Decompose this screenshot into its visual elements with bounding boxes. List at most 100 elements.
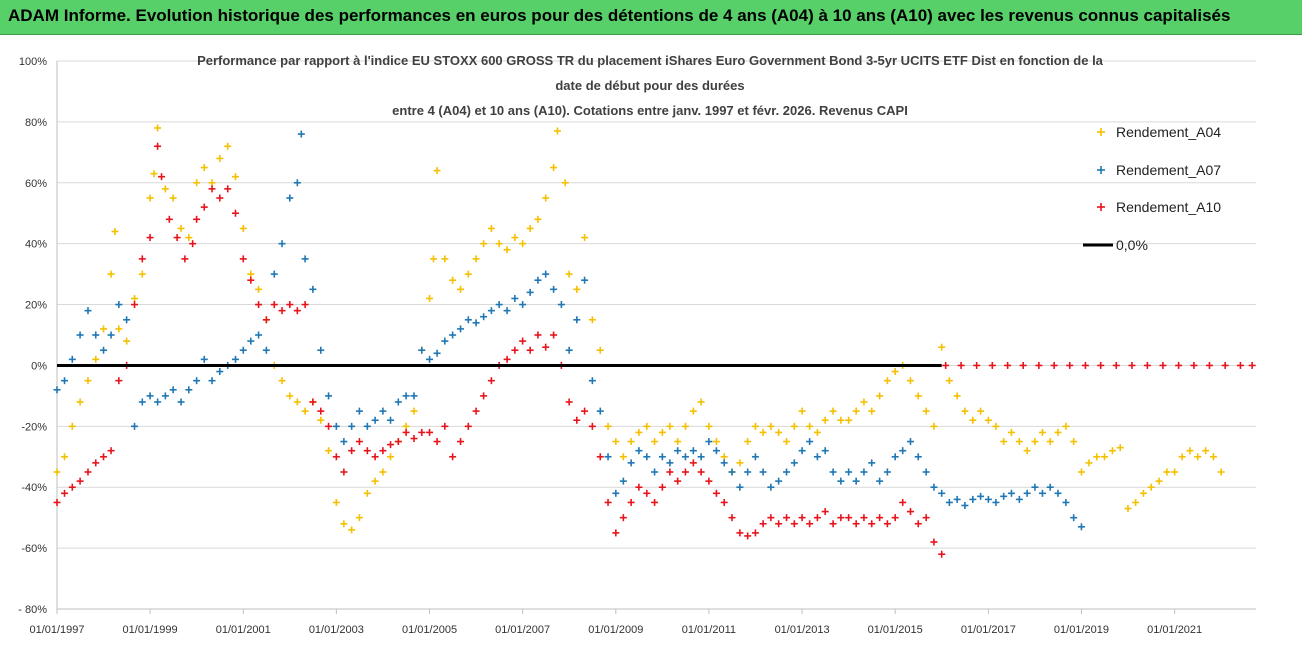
data-point	[1097, 361, 1105, 369]
data-point	[138, 270, 146, 278]
data-point	[988, 361, 996, 369]
data-point	[487, 224, 495, 232]
data-point	[922, 514, 930, 522]
legend: Rendement_A04 Rendement_A07 Rendement_A10 0…	[1083, 124, 1221, 253]
data-point	[480, 313, 488, 321]
data-point	[845, 468, 853, 476]
data-point	[278, 377, 286, 385]
data-point	[759, 520, 767, 528]
data-point	[588, 377, 596, 385]
x-tick-label: 01/01/2011	[682, 624, 736, 636]
y-tick-label: 100%	[19, 56, 47, 68]
data-point	[480, 240, 488, 248]
data-point	[317, 416, 325, 424]
data-point	[953, 495, 961, 503]
data-point	[123, 337, 131, 345]
data-point	[301, 407, 309, 415]
data-point	[643, 422, 651, 430]
data-point	[371, 477, 379, 485]
y-tick-label: 60%	[25, 178, 47, 190]
data-point	[185, 234, 193, 242]
data-marks	[53, 124, 1256, 558]
data-point	[945, 377, 953, 385]
x-tick-label: 01/01/2003	[309, 624, 364, 636]
data-point	[534, 331, 542, 339]
data-point	[1050, 361, 1058, 369]
data-point	[293, 307, 301, 315]
data-point	[340, 468, 348, 476]
data-point	[418, 346, 426, 354]
data-point	[845, 416, 853, 424]
data-point	[550, 164, 558, 172]
data-point	[922, 407, 930, 415]
data-point	[744, 532, 752, 540]
data-point	[712, 438, 720, 446]
data-point	[681, 468, 689, 476]
y-tick-label: 0%	[31, 360, 47, 372]
data-point	[262, 346, 270, 354]
data-point	[161, 392, 169, 400]
data-point	[977, 407, 985, 415]
data-point	[674, 438, 682, 446]
data-point	[410, 435, 418, 443]
data-point	[643, 489, 651, 497]
data-point	[410, 392, 418, 400]
data-point	[992, 498, 1000, 506]
data-point	[224, 185, 232, 193]
data-point	[712, 489, 720, 497]
legend-swatch	[1097, 128, 1105, 136]
data-point	[1159, 361, 1167, 369]
data-point	[1248, 361, 1256, 369]
data-point	[1023, 447, 1031, 455]
data-point	[387, 416, 395, 424]
data-point	[899, 498, 907, 506]
data-point	[472, 407, 480, 415]
data-point	[286, 194, 294, 202]
data-point	[154, 398, 162, 406]
data-point	[829, 407, 837, 415]
data-point	[200, 203, 208, 211]
chart-title-line: entre 4 (A04) et 10 ans (A10). Cotations…	[392, 103, 908, 118]
data-point	[666, 468, 674, 476]
data-point	[783, 514, 791, 522]
data-point	[689, 447, 697, 455]
data-point	[829, 520, 837, 528]
data-point	[604, 453, 612, 461]
data-point	[744, 468, 752, 476]
data-point	[68, 483, 76, 491]
data-point	[973, 361, 981, 369]
data-point	[394, 398, 402, 406]
data-point	[464, 316, 472, 324]
data-point	[231, 173, 239, 181]
data-point	[1019, 361, 1027, 369]
data-point	[891, 453, 899, 461]
data-point	[876, 477, 884, 485]
data-point	[938, 489, 946, 497]
data-point	[441, 337, 449, 345]
data-point	[674, 447, 682, 455]
data-point	[1035, 361, 1043, 369]
data-point	[565, 346, 573, 354]
legend-label: Rendement_A07	[1116, 162, 1221, 178]
data-point	[433, 167, 441, 175]
data-point	[111, 227, 119, 235]
data-point	[542, 270, 550, 278]
data-point	[255, 301, 263, 309]
data-point	[193, 377, 201, 385]
data-point	[239, 255, 247, 263]
data-point	[720, 498, 728, 506]
data-point	[860, 398, 868, 406]
data-point	[736, 483, 744, 491]
data-point	[596, 407, 604, 415]
data-point	[363, 422, 371, 430]
data-point	[542, 194, 550, 202]
data-point	[53, 386, 61, 394]
data-point	[561, 179, 569, 187]
data-point	[588, 422, 596, 430]
data-point	[658, 428, 666, 436]
data-point	[503, 355, 511, 363]
data-point	[92, 459, 100, 467]
data-point	[681, 453, 689, 461]
data-point	[146, 392, 154, 400]
data-point	[1139, 489, 1147, 497]
